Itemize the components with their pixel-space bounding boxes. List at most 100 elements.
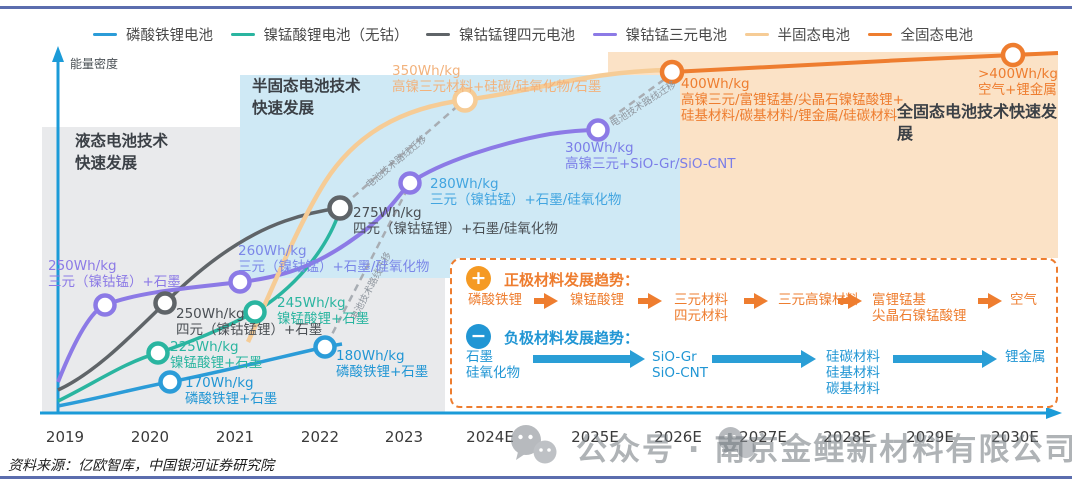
point-materials: 高镍三元+SiO-Gr/SiO-CNT: [565, 156, 736, 173]
legend-label: 镍锰酸锂电池（无钴）: [263, 28, 409, 44]
point-label-ncm-250: 250Wh/kg 三元（镍钴锰）+石墨: [48, 258, 181, 290]
marker-ncm-280: [398, 171, 422, 195]
legend-label: 磷酸铁锂电池: [126, 28, 213, 44]
point-label-lnmo-245: 245Wh/kg 镍锰酸锂+石墨: [277, 295, 369, 327]
point-label-ncm-300: 300Wh/kg 高镍三元+SiO-Gr/SiO-CNT: [565, 140, 736, 172]
point-materials: 镍锰酸锂+石墨: [277, 311, 370, 328]
cathode-step-2: 镍锰酸锂: [570, 292, 624, 308]
semi-region-title-line2: 快速发展: [252, 98, 315, 117]
point-label-semi-350: 350Wh/kg 高镍三元材料+硅碳/硅氧化物/石墨: [392, 63, 601, 95]
point-materials: 高镍三元/富锂锰基/尖晶石镍锰酸锂+: [681, 92, 904, 109]
x-tick: 2026E: [654, 428, 702, 446]
wechat-icon: [718, 427, 756, 459]
quad-line: [57, 206, 341, 392]
point-value: 170Wh/kg: [185, 375, 254, 391]
point-value: 245Wh/kg: [277, 295, 346, 311]
point-value: 225Wh/kg: [170, 339, 239, 355]
x-tick: 2021: [215, 428, 255, 446]
long-arrow-right-icon: [533, 350, 645, 368]
cathode-step-5: 富锂锰基 尖晶石镍锰酸锂: [872, 292, 967, 324]
point-label-quad-250: 250Wh/kg 四元（镍钴锰锂）+石墨: [176, 306, 322, 338]
semi-region-title: 半固态电池技术 快速发展: [252, 76, 361, 119]
legend-item-quad: 镍钴锰锂四元电池: [426, 24, 575, 45]
legend-item-solid: 全固态电池: [867, 24, 974, 45]
marker-ncm-260: [228, 270, 252, 294]
point-value: 400Wh/kg: [681, 76, 750, 92]
point-materials: 空气+锂金属: [978, 82, 1057, 99]
liquid-region-title-line2: 快速发展: [75, 153, 138, 172]
arrow-right-icon: [838, 293, 864, 309]
solid-state-region-panel: [608, 52, 1058, 258]
point-value: 180Wh/kg: [336, 348, 405, 364]
x-tick: 2024E: [466, 428, 514, 446]
marker-quad-250: [153, 291, 177, 315]
migration-dashed-line-3: [599, 74, 670, 128]
solid-line-swatch: [867, 32, 892, 37]
quad-line-swatch: [426, 32, 450, 37]
cathode-trend-title: 正极材料发展趋势：: [504, 271, 640, 289]
anode-step-1: 石墨 硅氧化物: [466, 349, 520, 381]
migration-dashed-line-1: [325, 187, 410, 345]
point-label-ncm-260: 260Wh/kg 三元（镍钴锰）+石墨/硅氧化物: [238, 243, 429, 275]
cathode-step-3: 三元材料 四元材料: [674, 292, 728, 324]
point-label-solid-400: 400Wh/kg 高镍三元/富锂锰基/尖晶石镍锰酸锂+ 硅基材料/碳基材料/锂金…: [681, 76, 904, 125]
anode-trend-title: 负极材料发展趋势：: [504, 329, 640, 347]
legend: 磷酸铁锂电池 镍锰酸锂电池（无钴） 镍钴锰锂四元电池 镍钴锰三元电池 半固态电池…: [93, 24, 973, 45]
x-tick: 2019: [45, 428, 85, 446]
arrow-right-icon: [638, 293, 664, 309]
top-divider: [0, 6, 1072, 9]
wechat-icon: [511, 425, 557, 464]
solid-region-title: 全固态电池技术快速发展: [897, 102, 1058, 144]
point-value: 300Wh/kg: [565, 140, 634, 156]
point-materials: 镍锰酸锂+石墨: [170, 355, 263, 372]
arrow-right-icon: [978, 293, 1004, 309]
x-axis-arrow-icon: [1046, 407, 1062, 419]
x-tick: 2023: [384, 428, 424, 446]
point-label-lfp-170: 170Wh/kg 磷酸铁锂+石墨: [185, 375, 277, 407]
anode-step-4: 锂金属: [1005, 349, 1046, 365]
arrow-right-icon: [534, 293, 560, 309]
long-arrow-right-icon: [893, 350, 997, 368]
point-materials: 三元（镍钴锰）+石墨/硅氧化物: [238, 259, 430, 276]
point-value: >400Wh/kg: [978, 66, 1058, 82]
point-value: 250Wh/kg: [48, 258, 117, 274]
marker-solid-400: [659, 59, 685, 85]
point-materials: 三元（镍钴锰）+石墨: [48, 274, 181, 291]
semi-line-swatch: [744, 32, 769, 37]
legend-label: 镍钴锰锂四元电池: [459, 28, 575, 44]
legend-item-semi: 半固态电池: [744, 24, 850, 45]
marker-solid-400plus: [1000, 42, 1026, 68]
marker-lfp-180: [313, 335, 337, 359]
cathode-step-6: 空气: [1010, 292, 1037, 308]
legend-item-lfp: 磷酸铁锂电池: [93, 24, 213, 45]
legend-label: 全固态电池: [900, 28, 974, 44]
material-trend-box: [450, 258, 1058, 408]
x-tick: 2020: [130, 428, 170, 446]
point-label-lfp-180: 180Wh/kg 磷酸铁锂+石墨: [336, 348, 428, 380]
point-value: 280Wh/kg: [430, 176, 499, 192]
point-materials: 硅基材料/碳基材料/锂金属/硅碳材料: [681, 108, 898, 125]
y-axis-label: 能量密度: [70, 57, 119, 71]
legend-label: 镍钴锰三元电池: [625, 28, 728, 44]
bottom-divider: [0, 476, 1072, 479]
point-value: 250Wh/kg: [176, 306, 245, 322]
liquid-region-title: 液态电池技术 快速发展: [75, 131, 168, 174]
lnmo-line-swatch: [230, 32, 255, 37]
lfp-line-swatch: [93, 32, 117, 37]
solid-line: [671, 51, 1059, 74]
x-tick: 2030E: [991, 428, 1039, 446]
semi-line: [245, 67, 676, 343]
y-axis-arrow-icon: [52, 46, 64, 62]
point-materials: 四元（镍钴锰锂）+石墨: [176, 322, 323, 339]
marker-lnmo-245: [243, 300, 267, 324]
semi-region-title-line1: 半固态电池技术: [252, 77, 361, 95]
x-tick: 2022: [300, 428, 340, 446]
point-materials: 磷酸铁锂+石墨: [185, 391, 278, 408]
point-label-quad-275: 275Wh/kg 四元（镍钴锰锂）+石墨/硅氧化物: [353, 205, 558, 237]
watermark-text: 公众号 · 南京金鲤新材料有限公司: [576, 432, 1072, 468]
migration-dashed-line-2: [343, 102, 462, 206]
ncm-line-swatch: [592, 32, 617, 37]
point-value: 260Wh/kg: [238, 243, 307, 259]
